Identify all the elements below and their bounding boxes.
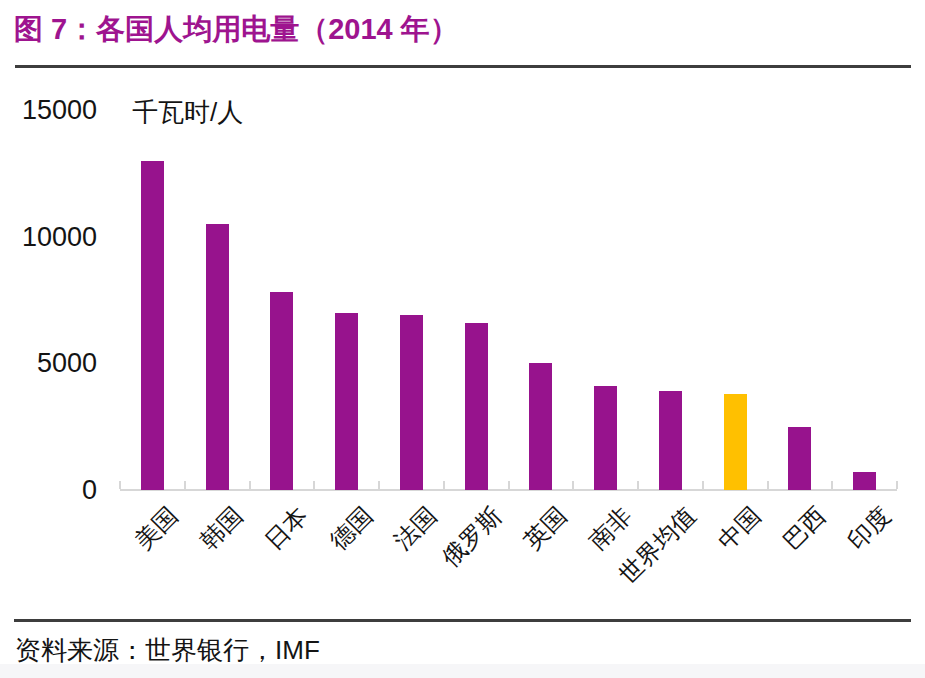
x-axis-tick xyxy=(249,481,251,489)
bar-德国 xyxy=(335,313,358,490)
footer-divider-rule xyxy=(14,619,911,622)
bar-韩国 xyxy=(206,224,229,490)
y-tick-label: 15000 xyxy=(0,95,97,125)
bar-日本 xyxy=(270,292,293,490)
chart-title: 图 7：各国人均用电量（2014 年） xyxy=(14,10,459,50)
x-axis-tick xyxy=(702,481,704,489)
page-edge-strip xyxy=(0,664,925,678)
bar-印度 xyxy=(853,472,876,490)
x-category-label-韩国: 韩国 xyxy=(193,500,250,557)
x-axis-tick xyxy=(896,481,898,489)
source-note: 资料来源：世界银行，IMF xyxy=(15,633,320,668)
y-tick-label: 10000 xyxy=(0,222,97,252)
x-category-label-中国: 中国 xyxy=(711,500,768,557)
bar-法国 xyxy=(400,315,423,490)
x-axis-tick xyxy=(313,481,315,489)
x-category-label-法国: 法国 xyxy=(387,500,444,557)
x-category-label-巴西: 巴西 xyxy=(776,500,833,557)
x-axis-tick xyxy=(508,481,510,489)
x-axis-tick xyxy=(637,481,639,489)
title-divider-rule xyxy=(15,65,911,68)
x-axis-tick xyxy=(767,481,769,489)
x-category-label-日本: 日本 xyxy=(258,500,315,557)
x-axis-tick xyxy=(831,481,833,489)
x-axis-tick xyxy=(378,481,380,489)
x-axis-tick xyxy=(572,481,574,489)
bar-中国 xyxy=(724,394,747,490)
x-category-label-俄罗斯: 俄罗斯 xyxy=(435,500,509,574)
x-category-label-南非: 南非 xyxy=(582,500,639,557)
x-category-label-美国: 美国 xyxy=(128,500,185,557)
x-axis-line xyxy=(120,489,897,491)
x-axis-tick xyxy=(184,481,186,489)
bar-俄罗斯 xyxy=(465,323,488,490)
x-axis-tick xyxy=(119,481,121,489)
bar-美国 xyxy=(141,161,164,490)
bar-巴西 xyxy=(788,427,811,490)
bar-世界均值 xyxy=(659,391,682,490)
x-axis-tick xyxy=(443,481,445,489)
bar-南非 xyxy=(594,386,617,490)
bar-英国 xyxy=(529,363,552,490)
y-tick-label: 0 xyxy=(0,475,97,505)
figure-7-chart: 图 7：各国人均用电量（2014 年） 千瓦时/人 05000100001500… xyxy=(0,0,925,678)
y-tick-label: 5000 xyxy=(0,348,97,378)
x-category-label-印度: 印度 xyxy=(841,500,898,557)
x-category-label-英国: 英国 xyxy=(517,500,574,557)
x-category-label-德国: 德国 xyxy=(323,500,380,557)
plot-area xyxy=(120,110,897,490)
